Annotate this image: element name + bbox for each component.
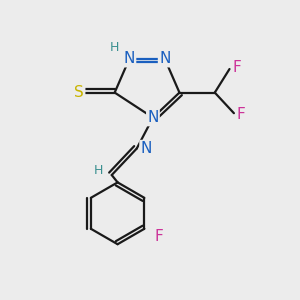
Text: N: N: [147, 110, 159, 125]
Text: H: H: [94, 164, 103, 177]
Text: N: N: [140, 141, 152, 156]
Text: S: S: [74, 85, 84, 100]
Text: F: F: [237, 107, 246, 122]
Text: N: N: [124, 51, 135, 66]
Text: F: F: [154, 230, 163, 244]
Text: N: N: [159, 51, 170, 66]
Text: F: F: [232, 60, 241, 75]
Text: H: H: [110, 41, 119, 54]
